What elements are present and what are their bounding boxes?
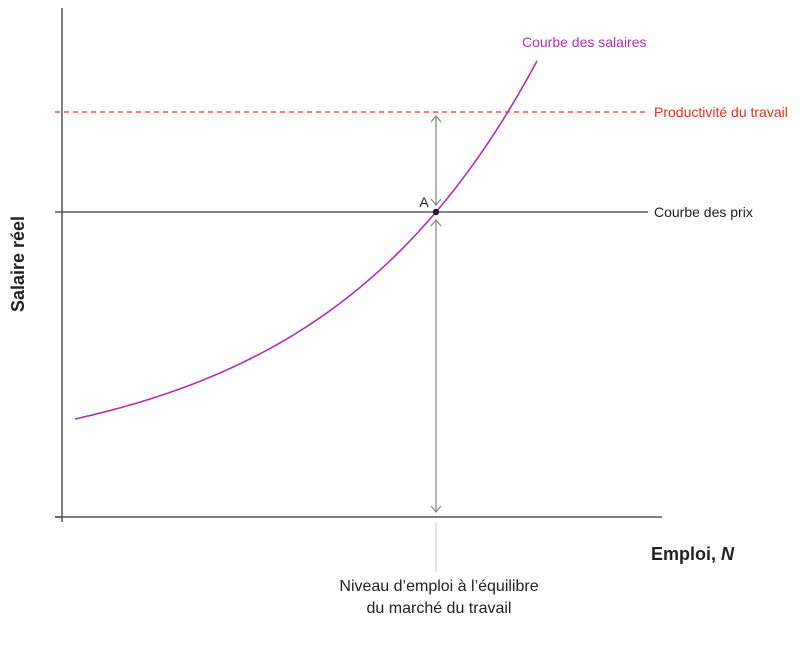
y-axis-label: Salaire réel	[8, 216, 28, 312]
price-curve-label: Courbe des prix	[654, 204, 753, 220]
x-axis-label-text: Emploi,	[651, 544, 721, 564]
arrow-productivity-gap	[430, 114, 442, 207]
equilibrium-employment-label-line1: Niveau d’emploi à l’équilibre	[339, 578, 538, 595]
x-axis-label: Emploi, N	[651, 544, 735, 564]
point-a-label: A	[419, 194, 429, 210]
arrow-employment-level	[430, 218, 442, 514]
equilibrium-point	[432, 208, 440, 216]
equilibrium-employment-label-line2: du marché du travail	[367, 600, 512, 617]
wage-curve-label: Courbe des salaires	[522, 34, 647, 50]
productivity-label: Productivité du travail	[654, 104, 788, 120]
wage-curve	[74, 60, 538, 420]
x-axis-label-variable: N	[721, 544, 735, 564]
